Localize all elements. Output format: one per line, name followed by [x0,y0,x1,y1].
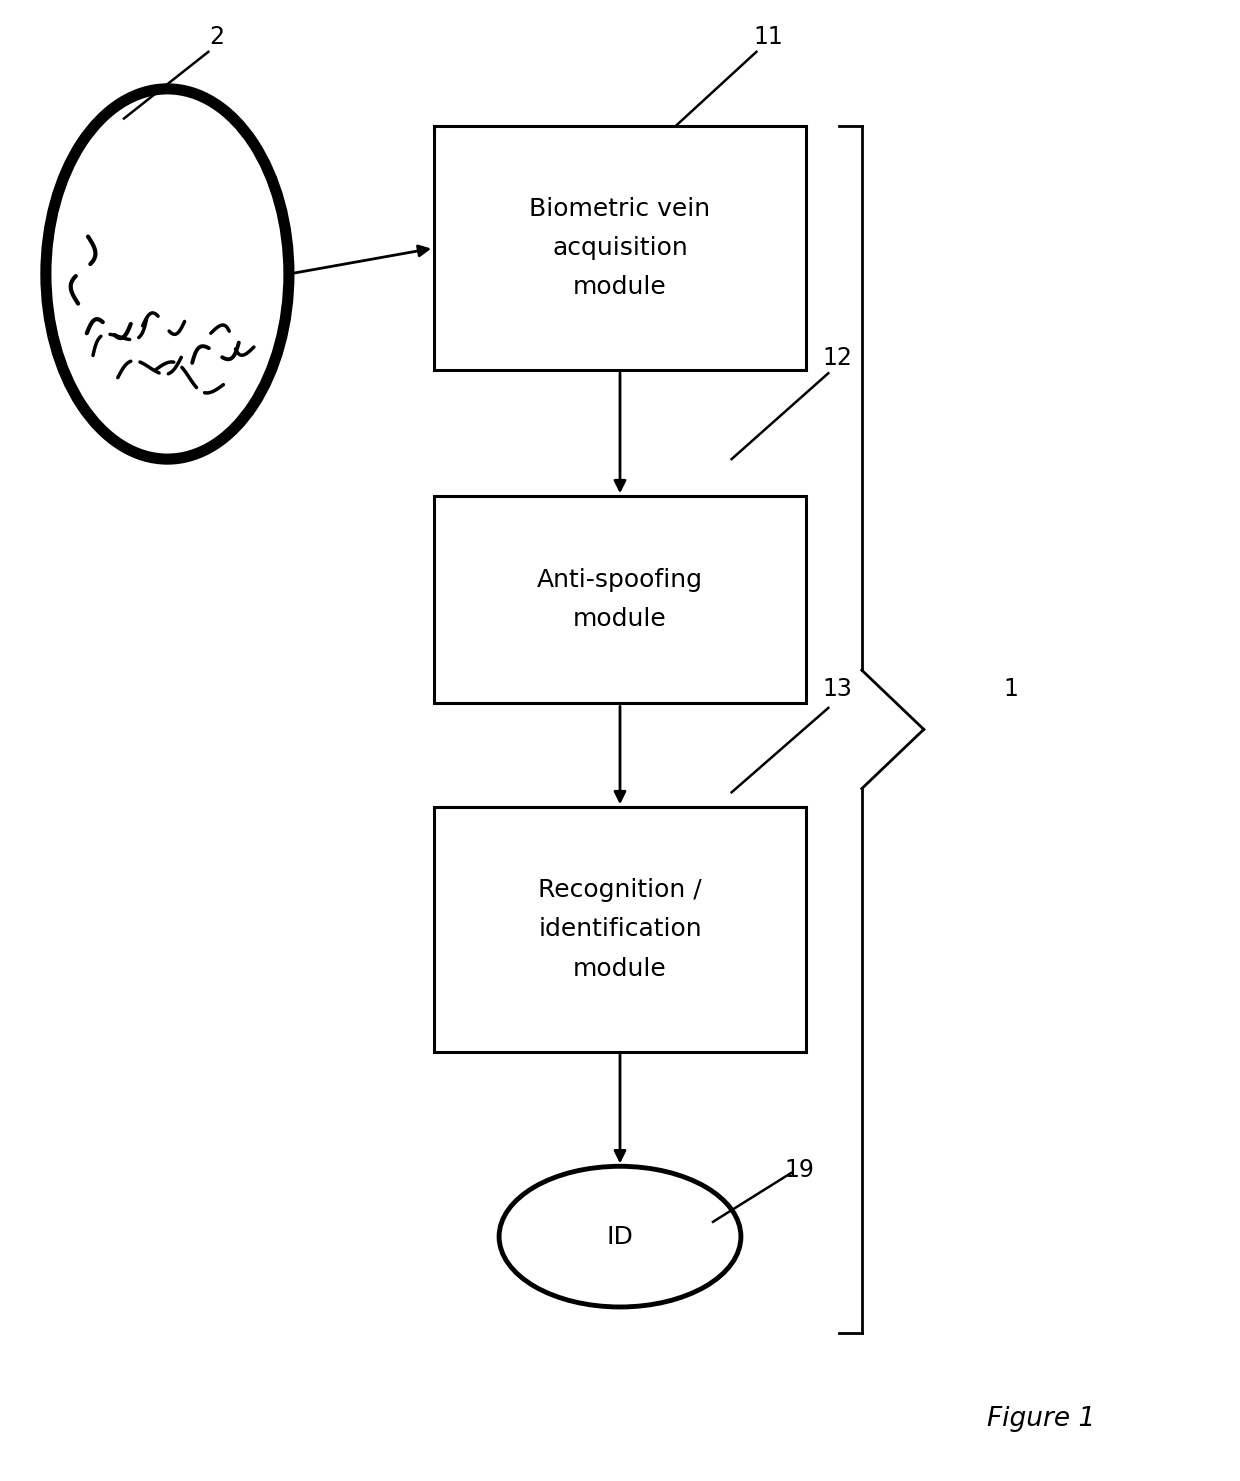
Text: 12: 12 [822,347,852,370]
Text: 2: 2 [210,25,224,49]
Text: ID: ID [606,1225,634,1248]
Text: Figure 1: Figure 1 [987,1405,1096,1432]
Bar [434,126,806,370]
Bar [434,496,806,703]
Text: Biometric vein
acquisition
module: Biometric vein acquisition module [529,197,711,299]
Text: Anti-spoofing
module: Anti-spoofing module [537,569,703,631]
Ellipse shape [498,1167,742,1306]
Ellipse shape [46,89,289,459]
Text: 19: 19 [785,1158,815,1182]
Bar [434,807,806,1052]
Text: 13: 13 [822,677,852,701]
Text: Recognition /
identification
module: Recognition / identification module [538,878,702,980]
Text: 1: 1 [1003,677,1018,701]
Text: 11: 11 [754,25,784,49]
